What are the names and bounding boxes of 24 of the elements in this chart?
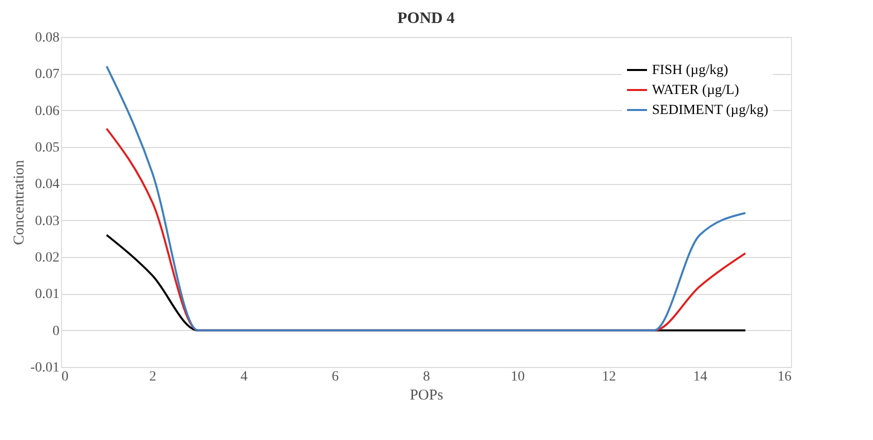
y-tick-label: 0.01 <box>35 287 60 302</box>
chart-title: POND 4 <box>397 10 455 27</box>
x-tick-label: 4 <box>240 370 248 384</box>
y-tick-label: 0.05 <box>35 140 60 156</box>
legend-label: SEDIMENT (µg/kg) <box>652 103 769 118</box>
y-tick-label: 0 <box>52 324 60 339</box>
y-tick-label: 0.08 <box>35 30 60 46</box>
y-tick-label: 0.04 <box>35 177 60 192</box>
x-axis-title: POPs <box>410 388 444 404</box>
y-tick-label: 0.06 <box>35 104 60 119</box>
x-tick-label: 2 <box>149 370 156 384</box>
y-tick-label: 0.03 <box>35 214 60 229</box>
y-axis-title: Concentration <box>11 160 28 245</box>
y-tick-label: 0.07 <box>35 67 60 82</box>
x-tick-label: 8 <box>423 370 430 384</box>
x-tick-label: 16 <box>778 370 792 384</box>
x-tick-label: 10 <box>510 370 525 384</box>
y-tick-label: 0.02 <box>35 250 60 266</box>
legend-label: WATER (µg/L) <box>652 83 740 98</box>
x-tick-label: 6 <box>332 370 339 384</box>
x-tick-label: 12 <box>602 370 616 384</box>
y-tick-label: -0.01 <box>30 360 60 376</box>
x-tick-label: 14 <box>693 370 708 384</box>
legend-label: FISH (µg/kg) <box>652 63 728 78</box>
